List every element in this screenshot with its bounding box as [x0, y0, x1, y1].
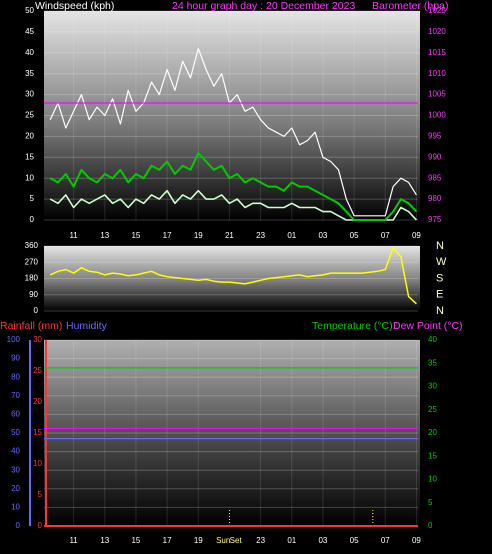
y3-tick-label: 15 [33, 428, 42, 437]
y2-tick-label: 20 [428, 428, 437, 437]
x-tick-label: 03 [318, 536, 327, 545]
x-tick-label: 07 [381, 536, 390, 545]
x-tick-label: 17 [163, 231, 172, 240]
x-tick-label: 19 [194, 536, 203, 545]
y-tick-label: 5 [30, 194, 35, 203]
y-tick-label: 40 [25, 48, 34, 57]
y2-tick-label: 995 [428, 132, 442, 141]
y3-tick-label: 30 [33, 335, 42, 344]
x-tick-label: 01 [287, 231, 296, 240]
x-tick-label: 09 [412, 536, 421, 545]
y3-tick-label: 25 [33, 366, 42, 375]
y3-tick-label: 5 [38, 490, 43, 499]
event-label: Set [230, 536, 243, 545]
x-tick-label: 15 [131, 231, 140, 240]
x-tick-label: 19 [194, 231, 203, 240]
y2-tick-label: N [436, 305, 444, 317]
y-tick-label: 0 [16, 521, 21, 530]
y-tick-label: 90 [11, 354, 20, 363]
y-tick-label: 20 [25, 132, 34, 141]
y-tick-label: 15 [25, 152, 34, 161]
y2-tick-label: 990 [428, 152, 442, 161]
y3-tick-label: 10 [33, 459, 42, 468]
y2-tick-label: E [436, 289, 443, 301]
y2-tick-label: 975 [428, 215, 442, 224]
y-tick-label: 35 [25, 69, 34, 78]
x-tick-label: 09 [412, 231, 421, 240]
y2-tick-label: 1015 [428, 48, 446, 57]
y-tick-label: 80 [11, 372, 20, 381]
y-tick-label: 30 [11, 465, 20, 474]
y-tick-label: 180 [25, 274, 39, 283]
x-tick-label: 13 [100, 536, 109, 545]
x-tick-label: 01 [287, 536, 296, 545]
x-tick-label: 21 [225, 231, 234, 240]
y-tick-label: 10 [11, 503, 20, 512]
panel-label: Rainfall (mm) [0, 320, 62, 332]
y2-tick-label: 1010 [428, 69, 446, 78]
x-tick-label: 17 [163, 536, 172, 545]
y-tick-label: 45 [25, 27, 34, 36]
y2-tick-label: 15 [428, 451, 437, 460]
panel-label: Dew Point (°C) [393, 320, 463, 332]
y3-tick-label: 0 [38, 521, 43, 530]
y-tick-label: 270 [25, 257, 39, 266]
y-tick-label: 60 [11, 410, 20, 419]
y2-tick-label: 35 [428, 358, 437, 367]
y-tick-label: 25 [25, 111, 34, 120]
series-line [49, 48, 417, 217]
y2-tick-label: 30 [428, 382, 437, 391]
y2-tick-label: 10 [428, 475, 437, 484]
y-tick-label: 20 [11, 484, 20, 493]
plot-area [44, 11, 420, 220]
y2-tick-label: S [436, 272, 443, 284]
x-tick-label: 23 [256, 536, 265, 545]
y-tick-label: 10 [25, 173, 34, 182]
plot-area [44, 340, 420, 526]
plot-area [44, 246, 420, 311]
y2-tick-label: W [436, 256, 447, 268]
y-tick-label: 90 [29, 290, 38, 299]
y-tick-label: 100 [7, 335, 21, 344]
panel-label: 24 hour graph day : 20 December 2023 [172, 0, 355, 12]
x-tick-label: 11 [69, 231, 78, 240]
x-tick-label: 05 [350, 536, 359, 545]
y-tick-label: 40 [11, 447, 20, 456]
y2-tick-label: 5 [428, 498, 433, 507]
y-tick-label: 0 [30, 215, 35, 224]
x-tick-label: 05 [350, 231, 359, 240]
y2-tick-label: 1020 [428, 27, 446, 36]
panel-label: Humidity [66, 320, 108, 332]
panel-label: Windspeed (kph) [35, 0, 114, 12]
y2-tick-label: 980 [428, 194, 442, 203]
y2-tick-label: 1025 [428, 6, 446, 15]
y-tick-label: 30 [25, 90, 34, 99]
x-tick-label: 23 [256, 231, 265, 240]
y2-tick-label: 985 [428, 173, 442, 182]
y2-tick-label: 1005 [428, 90, 446, 99]
y-tick-label: 50 [25, 6, 34, 15]
x-tick-label: 11 [69, 536, 78, 545]
series-line [49, 152, 418, 221]
y-tick-label: 0 [34, 306, 39, 315]
x-tick-label: 07 [381, 231, 390, 240]
x-tick-label: 13 [100, 231, 109, 240]
y2-tick-label: 0 [428, 521, 433, 530]
panel-label: Barometer (hpa) [372, 0, 448, 12]
x-tick-label: 15 [131, 536, 140, 545]
y-tick-label: 360 [25, 241, 39, 250]
x-tick-label: 03 [318, 231, 327, 240]
y3-tick-label: 20 [33, 397, 42, 406]
event-label: Sun [216, 536, 230, 545]
y-tick-label: 70 [11, 391, 20, 400]
y2-tick-label: N [436, 240, 444, 252]
y-tick-label: 50 [11, 428, 20, 437]
y2-tick-label: 1000 [428, 111, 446, 120]
y2-tick-label: 40 [428, 335, 437, 344]
y2-tick-label: 25 [428, 405, 437, 414]
panel-label: Temperature (°C) [312, 320, 393, 332]
series-line [49, 247, 417, 305]
